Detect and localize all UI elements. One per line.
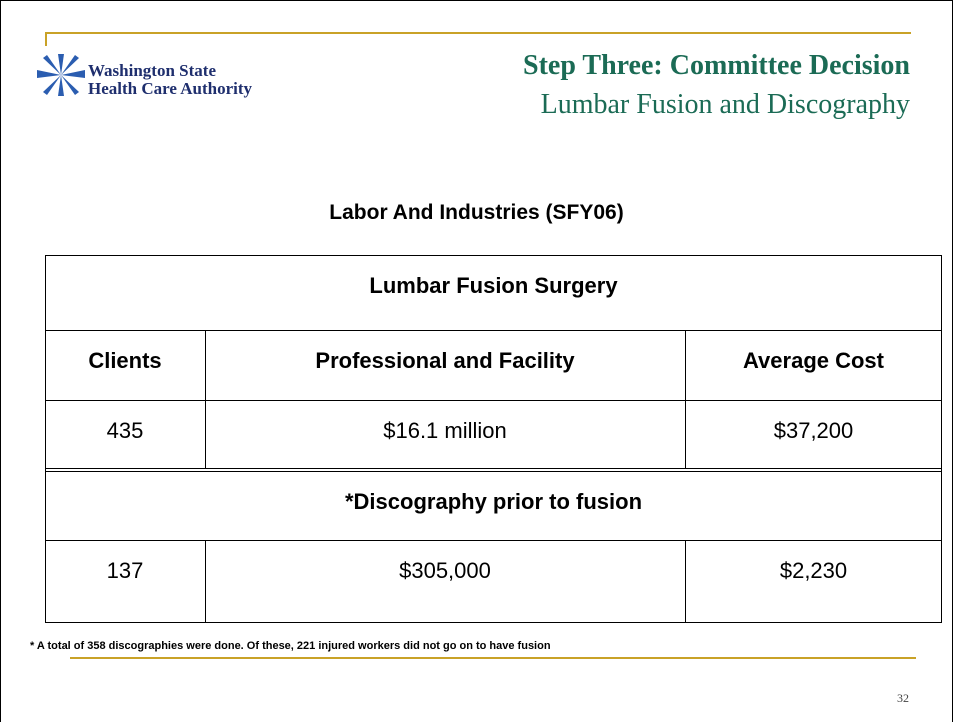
slide-title: Step Three: Committee Decision bbox=[523, 50, 910, 81]
row-line bbox=[45, 471, 942, 472]
column-header: Clients bbox=[88, 348, 162, 373]
bottom-rule bbox=[70, 657, 916, 659]
top-rule bbox=[45, 32, 911, 34]
table-cell: $305,000 bbox=[399, 558, 491, 583]
table-cell: $16.1 million bbox=[383, 418, 507, 443]
row-line bbox=[45, 330, 942, 331]
table: Lumbar Fusion Surgery Clients Profession… bbox=[45, 255, 942, 623]
row-line bbox=[45, 540, 942, 541]
table-cell: $37,200 bbox=[773, 418, 854, 443]
table-border bbox=[45, 255, 942, 256]
col-line bbox=[685, 330, 686, 469]
col-line bbox=[205, 330, 206, 469]
top-rule-tick bbox=[45, 32, 47, 46]
logo-mark bbox=[37, 54, 85, 96]
page-number: 32 bbox=[897, 691, 909, 705]
table-border bbox=[45, 255, 46, 623]
table-cell: 137 bbox=[106, 558, 144, 583]
row-line bbox=[45, 400, 942, 401]
row-line bbox=[45, 468, 942, 469]
column-header: Average Cost bbox=[742, 348, 884, 373]
logo-line: Washington State bbox=[88, 61, 216, 80]
col-line bbox=[205, 540, 206, 623]
table-border bbox=[941, 255, 942, 623]
table-heading: Lumbar Fusion Surgery bbox=[369, 273, 618, 298]
footnote: * A total of 358 discographies were done… bbox=[30, 640, 551, 652]
section-title: Labor And Industries (SFY06) bbox=[329, 201, 624, 224]
table-cell: $2,230 bbox=[779, 558, 848, 583]
logo-text: Washington State Health Care Authority bbox=[88, 62, 252, 98]
column-header: Professional and Facility bbox=[315, 348, 575, 373]
table-cell: 435 bbox=[106, 418, 144, 443]
col-line bbox=[685, 540, 686, 623]
table-border bbox=[45, 622, 942, 623]
table-heading: *Discography prior to fusion bbox=[344, 489, 643, 514]
slide-subtitle: Lumbar Fusion and Discography bbox=[540, 89, 910, 120]
logo-line: Health Care Authority bbox=[88, 79, 253, 98]
